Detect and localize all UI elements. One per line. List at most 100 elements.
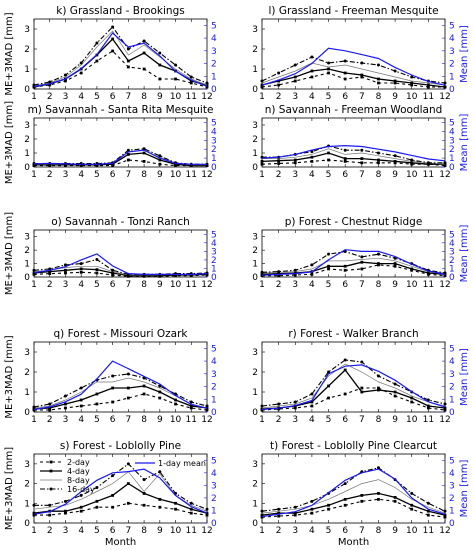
- data-point: [142, 384, 146, 388]
- data-point: [205, 513, 209, 517]
- data-point: [260, 513, 264, 517]
- y2-tick-label: 1: [211, 154, 217, 164]
- data-point: [277, 83, 281, 87]
- data-point: [63, 499, 67, 503]
- data-point: [443, 513, 447, 517]
- data-point: [360, 157, 364, 160]
- x-tick-label: 8: [376, 170, 382, 180]
- y2-tick-label: 4: [211, 239, 217, 249]
- data-point: [443, 408, 447, 412]
- x-tick-label: 10: [406, 526, 418, 536]
- subplot-title: t) Forest - Loblolly Pine Clearcut: [270, 440, 437, 452]
- data-point: [443, 515, 447, 519]
- y2-tick-label: 3: [449, 370, 455, 380]
- data-point: [310, 272, 314, 276]
- data-point: [327, 252, 331, 256]
- data-point: [327, 264, 330, 268]
- data-point: [376, 63, 380, 67]
- data-point: [443, 402, 447, 406]
- x-tick-label: 6: [342, 526, 348, 536]
- subplot-title: m) Savannah - Santa Rita Mesquite: [28, 104, 214, 116]
- series-8-day: [261, 257, 446, 274]
- data-point: [142, 492, 146, 495]
- data-point: [142, 392, 146, 396]
- data-point: [277, 514, 281, 518]
- data-point: [32, 271, 36, 275]
- series-4-day: [261, 369, 446, 410]
- subplot-title: n) Savannah - Freeman Woodland: [265, 104, 443, 116]
- y2-tick-label: 5: [449, 344, 455, 354]
- series-4-day: [33, 385, 208, 410]
- data-point: [126, 462, 130, 466]
- x-tick-label: 4: [78, 526, 84, 536]
- data-point: [310, 263, 314, 267]
- y-tick-label: 2: [252, 246, 258, 256]
- x-tick-label: 11: [186, 92, 197, 102]
- data-point: [111, 400, 115, 404]
- y-tick-label: 3: [252, 348, 258, 358]
- data-point: [310, 400, 314, 404]
- x-tick-label: 2: [276, 280, 282, 290]
- data-point: [343, 392, 347, 396]
- y2-tick-label: 5: [211, 21, 217, 31]
- data-point: [48, 513, 52, 517]
- x-tick-label: 10: [406, 280, 418, 290]
- data-point: [64, 271, 67, 275]
- data-point: [32, 83, 36, 87]
- data-point: [79, 270, 83, 274]
- data-point: [293, 75, 297, 79]
- series-2-day: [261, 159, 446, 167]
- data-point: [277, 71, 281, 75]
- x-tick-label: 3: [63, 170, 69, 180]
- data-point: [111, 268, 115, 272]
- data-point: [126, 396, 130, 400]
- data-point: [48, 503, 52, 507]
- data-point: [293, 271, 297, 275]
- data-point: [158, 396, 162, 400]
- data-point: [426, 406, 430, 410]
- x-tick-label: 6: [110, 415, 116, 425]
- data-point: [95, 271, 99, 275]
- data-point: [64, 268, 67, 272]
- data-point: [277, 270, 281, 274]
- data-point: [48, 80, 52, 84]
- y2-tick-label: 2: [211, 256, 217, 266]
- series-1-day-mean: [33, 253, 208, 275]
- data-point: [95, 486, 99, 490]
- y2-tick-label: 4: [449, 239, 455, 249]
- series-4-day: [261, 261, 446, 275]
- series-2-day: [261, 387, 446, 411]
- data-point: [32, 511, 36, 515]
- series-1-day-mean: [33, 468, 208, 515]
- x-tick-label: 11: [186, 170, 197, 180]
- data-point: [260, 270, 264, 274]
- x-tick-label: 5: [326, 526, 332, 536]
- y-tick-label: 3: [252, 233, 258, 243]
- data-point: [158, 505, 162, 509]
- plot-frame: [261, 229, 446, 278]
- data-point: [189, 75, 193, 79]
- data-point: [260, 515, 264, 519]
- legend-label: 4-day: [67, 467, 90, 476]
- data-point: [189, 507, 193, 511]
- data-point: [95, 59, 99, 63]
- y2-tick-label: 3: [211, 247, 217, 257]
- subplot-title: q) Forest - Missouri Ozark: [54, 328, 189, 340]
- data-point: [310, 55, 314, 59]
- series-1-day-mean: [261, 364, 446, 411]
- subplot-title: p) Forest - Chestnut Ridge: [285, 216, 423, 228]
- data-point: [142, 503, 146, 507]
- data-point: [260, 162, 264, 166]
- series-2-day: [34, 159, 207, 167]
- x-tick-label: 5: [326, 170, 332, 180]
- data-point: [377, 388, 380, 392]
- data-point: [48, 270, 52, 274]
- x-tick-label: 1: [259, 415, 265, 425]
- data-point: [377, 262, 380, 265]
- data-point: [410, 267, 414, 271]
- data-point: [142, 67, 146, 71]
- y-tick-label: 0: [24, 519, 30, 529]
- y2-tick-label: 0: [211, 273, 217, 283]
- y-tick-label: 2: [24, 135, 30, 145]
